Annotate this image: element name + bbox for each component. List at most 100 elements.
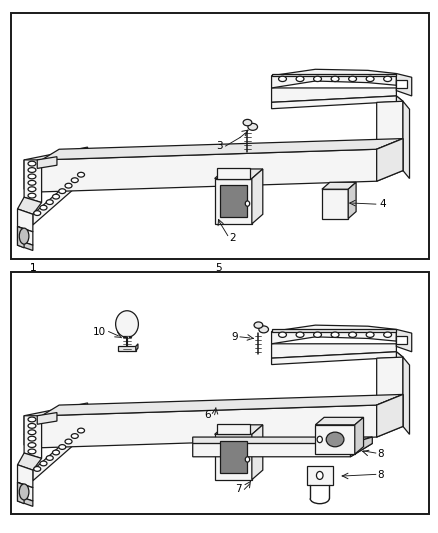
Ellipse shape [296, 332, 304, 337]
Polygon shape [403, 357, 410, 434]
Ellipse shape [28, 174, 36, 179]
Ellipse shape [28, 168, 36, 173]
Ellipse shape [71, 178, 78, 183]
Ellipse shape [78, 172, 85, 177]
Polygon shape [18, 465, 33, 488]
Polygon shape [220, 441, 247, 473]
Polygon shape [18, 197, 42, 214]
Polygon shape [217, 424, 250, 434]
Ellipse shape [296, 76, 304, 82]
Ellipse shape [28, 430, 36, 435]
Text: 2: 2 [229, 233, 236, 243]
Polygon shape [24, 422, 88, 445]
Ellipse shape [28, 423, 36, 429]
Text: 4: 4 [380, 199, 387, 209]
Polygon shape [396, 96, 403, 120]
Polygon shape [272, 329, 396, 332]
Polygon shape [403, 101, 410, 179]
Ellipse shape [245, 457, 250, 462]
Ellipse shape [40, 461, 47, 466]
Ellipse shape [116, 311, 138, 337]
Polygon shape [272, 96, 403, 109]
Polygon shape [252, 425, 263, 480]
Polygon shape [24, 160, 42, 203]
Polygon shape [377, 394, 403, 437]
Polygon shape [42, 149, 377, 192]
Ellipse shape [34, 466, 41, 471]
Ellipse shape [349, 332, 357, 337]
Polygon shape [272, 344, 396, 358]
Ellipse shape [65, 183, 72, 188]
Polygon shape [272, 74, 396, 76]
Ellipse shape [34, 211, 41, 215]
Ellipse shape [28, 161, 36, 166]
Polygon shape [315, 417, 364, 425]
Ellipse shape [19, 228, 29, 244]
Text: 5: 5 [215, 263, 223, 273]
Polygon shape [33, 422, 88, 481]
Polygon shape [18, 240, 33, 251]
Ellipse shape [28, 180, 36, 185]
Ellipse shape [46, 456, 53, 461]
Polygon shape [355, 417, 364, 454]
Ellipse shape [28, 417, 36, 422]
Ellipse shape [384, 76, 392, 82]
Polygon shape [18, 209, 33, 232]
Polygon shape [193, 443, 372, 457]
Ellipse shape [53, 194, 60, 199]
Ellipse shape [28, 436, 36, 441]
Polygon shape [118, 346, 136, 351]
Ellipse shape [248, 124, 258, 130]
Ellipse shape [53, 450, 60, 455]
Ellipse shape [28, 449, 36, 454]
Bar [11, 272, 429, 514]
Ellipse shape [28, 442, 36, 448]
Bar [396, 336, 407, 344]
Polygon shape [37, 413, 57, 424]
Polygon shape [396, 352, 403, 376]
Ellipse shape [65, 439, 72, 444]
Polygon shape [18, 227, 24, 248]
Polygon shape [18, 496, 33, 506]
Ellipse shape [326, 432, 344, 447]
Polygon shape [215, 169, 263, 179]
Text: 7: 7 [235, 484, 242, 494]
Ellipse shape [384, 332, 392, 337]
Polygon shape [215, 179, 252, 224]
Ellipse shape [279, 332, 286, 337]
Bar [11, 13, 429, 259]
Ellipse shape [316, 471, 323, 480]
Polygon shape [272, 352, 403, 365]
Polygon shape [24, 416, 42, 458]
Ellipse shape [59, 445, 66, 449]
Polygon shape [18, 453, 42, 470]
Ellipse shape [46, 200, 53, 205]
Ellipse shape [245, 201, 250, 206]
Bar [396, 80, 407, 88]
Polygon shape [377, 139, 403, 181]
Polygon shape [42, 405, 377, 448]
Polygon shape [215, 425, 263, 434]
Polygon shape [18, 482, 33, 501]
Ellipse shape [366, 76, 374, 82]
Ellipse shape [243, 119, 252, 126]
Polygon shape [193, 437, 372, 443]
Polygon shape [217, 168, 250, 179]
Polygon shape [220, 185, 247, 217]
Text: 1: 1 [29, 263, 36, 273]
Polygon shape [377, 139, 403, 181]
Ellipse shape [279, 76, 286, 82]
Ellipse shape [19, 484, 29, 500]
Ellipse shape [314, 76, 321, 82]
Ellipse shape [314, 332, 321, 337]
Polygon shape [322, 182, 356, 189]
Ellipse shape [331, 332, 339, 337]
Ellipse shape [331, 76, 339, 82]
Ellipse shape [28, 187, 36, 191]
Polygon shape [377, 394, 403, 437]
Polygon shape [42, 139, 403, 160]
Polygon shape [42, 394, 403, 416]
Ellipse shape [78, 428, 85, 433]
Polygon shape [33, 166, 88, 225]
Ellipse shape [349, 76, 357, 82]
